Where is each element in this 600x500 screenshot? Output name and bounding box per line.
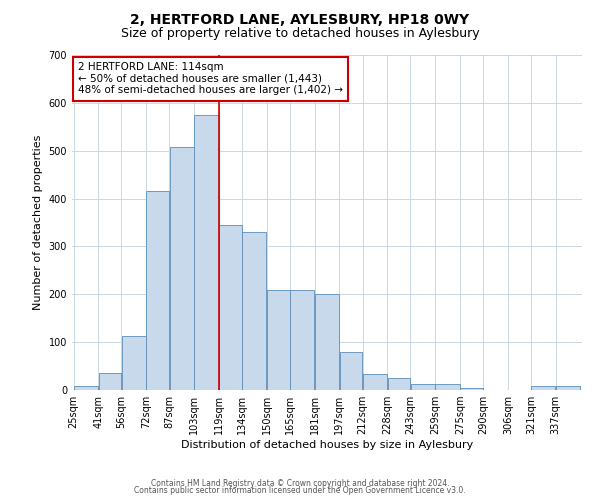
Bar	[556, 386, 580, 390]
Bar	[315, 294, 339, 390]
Text: 2 HERTFORD LANE: 114sqm
← 50% of detached houses are smaller (1,443)
48% of semi: 2 HERTFORD LANE: 114sqm ← 50% of detache…	[78, 62, 343, 96]
Bar	[194, 115, 218, 390]
Y-axis label: Number of detached properties: Number of detached properties	[33, 135, 43, 310]
Bar	[122, 336, 146, 390]
X-axis label: Distribution of detached houses by size in Aylesbury: Distribution of detached houses by size …	[181, 440, 473, 450]
Bar	[290, 290, 314, 390]
Bar	[74, 386, 98, 390]
Text: Size of property relative to detached houses in Aylesbury: Size of property relative to detached ho…	[121, 28, 479, 40]
Bar	[531, 386, 556, 390]
Bar	[146, 192, 169, 390]
Bar	[98, 373, 121, 390]
Text: 2, HERTFORD LANE, AYLESBURY, HP18 0WY: 2, HERTFORD LANE, AYLESBURY, HP18 0WY	[130, 12, 470, 26]
Bar	[219, 225, 242, 390]
Bar	[363, 374, 387, 390]
Bar	[267, 290, 290, 390]
Bar	[340, 352, 362, 390]
Text: Contains HM Land Registry data © Crown copyright and database right 2024.: Contains HM Land Registry data © Crown c…	[151, 478, 449, 488]
Text: Contains public sector information licensed under the Open Government Licence v3: Contains public sector information licen…	[134, 486, 466, 495]
Bar	[410, 384, 435, 390]
Bar	[242, 232, 266, 390]
Bar	[388, 378, 410, 390]
Bar	[436, 384, 460, 390]
Bar	[460, 388, 483, 390]
Bar	[170, 148, 194, 390]
